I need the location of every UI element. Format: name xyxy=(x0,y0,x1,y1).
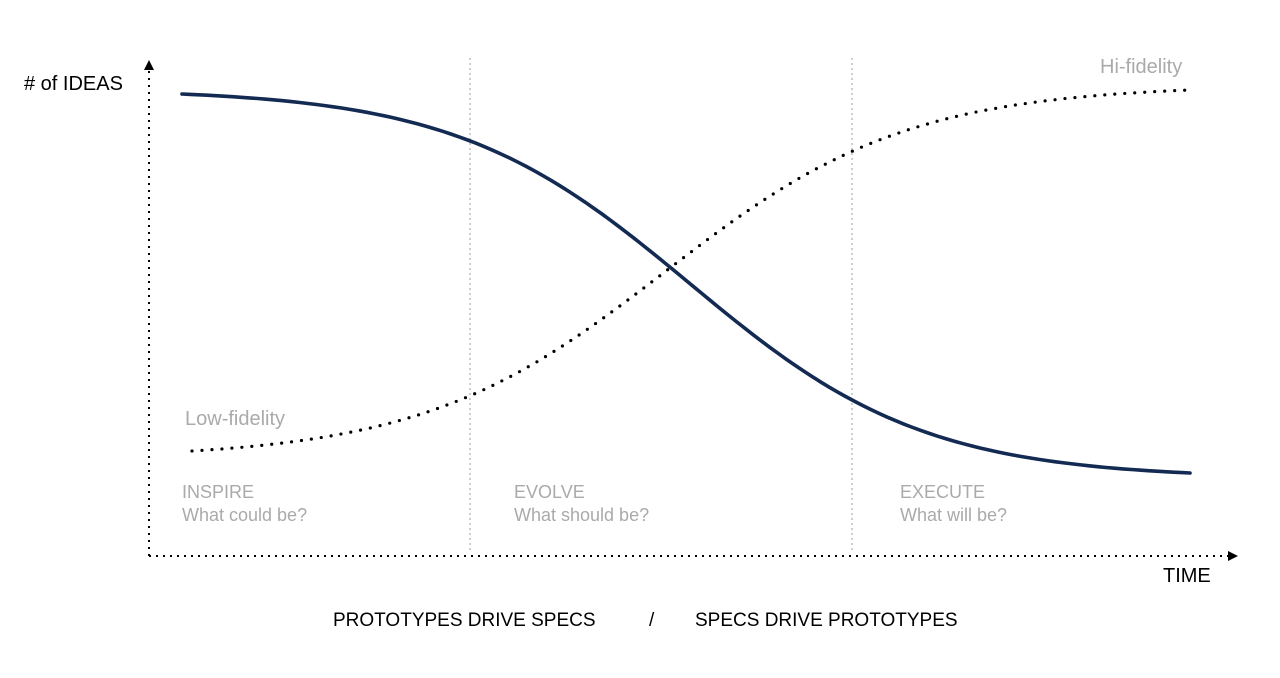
phase-name-execute: EXECUTE xyxy=(900,482,985,502)
hi-fidelity-label: Hi-fidelity xyxy=(1100,56,1182,78)
phase-question-execute: What will be? xyxy=(900,505,1007,525)
phase-name-inspire: INSPIRE xyxy=(182,482,254,502)
phase-question-evolve: What should be? xyxy=(514,505,649,525)
y-axis-label: # of IDEAS xyxy=(24,73,123,95)
footer-left-text: PROTOTYPES DRIVE SPECS xyxy=(333,610,596,631)
x-axis-label: TIME xyxy=(1163,565,1211,587)
fidelity-curve xyxy=(190,88,1192,453)
phase-question-inspire: What could be? xyxy=(182,505,307,525)
footer-separator: / xyxy=(649,610,655,631)
footer-right-text: SPECS DRIVE PROTOTYPES xyxy=(695,610,958,631)
low-fidelity-label: Low-fidelity xyxy=(185,408,285,430)
ideas-curve xyxy=(180,92,1192,475)
phase-name-evolve: EVOLVE xyxy=(514,482,585,502)
